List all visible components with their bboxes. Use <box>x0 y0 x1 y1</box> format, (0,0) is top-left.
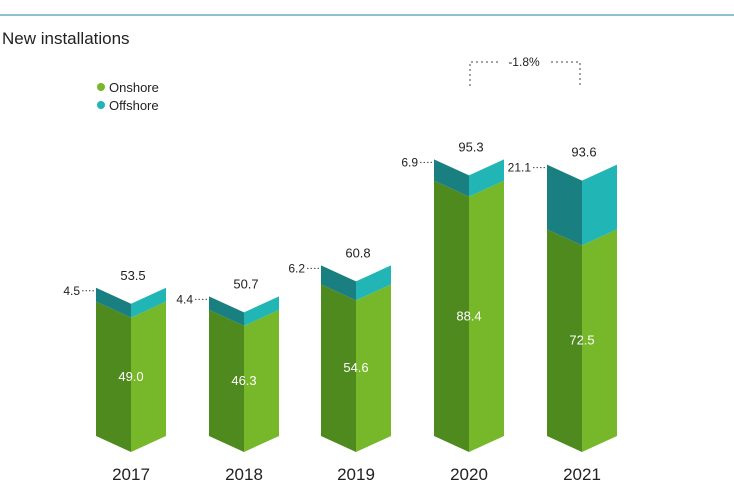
offshore-value-label: 4.5 <box>63 284 80 298</box>
change-bracket <box>469 61 581 86</box>
year-label: 2021 <box>563 465 601 484</box>
legend-onshore-label: Onshore <box>109 80 159 95</box>
onshore-bar-left-face <box>434 180 469 452</box>
offshore-value-label: 6.2 <box>288 261 305 275</box>
offshore-bar-right-face <box>244 296 279 326</box>
total-value-label: 53.5 <box>120 268 145 283</box>
offshore-bar-left-face <box>321 265 356 301</box>
legend-offshore-marker <box>97 101 105 109</box>
total-value-label: 93.6 <box>571 145 596 160</box>
offshore-bar-right-face <box>131 287 166 318</box>
offshore-bar-right-face <box>356 265 391 301</box>
offshore-bar-right-face <box>582 164 617 246</box>
year-label: 2019 <box>337 465 375 484</box>
year-label: 2017 <box>112 465 150 484</box>
onshore-bar-right-face <box>131 301 166 452</box>
change-annotation: -1.8% <box>469 53 581 86</box>
chart-title: New installations <box>2 29 130 48</box>
onshore-bar-right-face <box>582 229 617 452</box>
offshore-bar-left-face <box>547 164 582 246</box>
year-label: 2020 <box>450 465 488 484</box>
onshore-bar-right-face <box>244 309 279 452</box>
onshore-bar-right-face <box>356 284 391 452</box>
year-label: 2018 <box>225 465 263 484</box>
total-value-label: 60.8 <box>345 245 370 260</box>
onshore-value-label: 49.0 <box>118 369 143 384</box>
change-label-bg <box>500 53 548 69</box>
total-value-label: 95.3 <box>458 139 483 154</box>
onshore-bar-left-face <box>321 284 356 452</box>
offshore-value-label: 21.1 <box>508 161 532 175</box>
offshore-bar-left-face <box>434 159 469 197</box>
onshore-bar-right-face <box>469 180 504 452</box>
onshore-bar-left-face <box>96 301 131 452</box>
offshore-value-label: 6.9 <box>401 155 418 169</box>
legend-onshore-marker <box>97 83 105 91</box>
onshore-value-label: 46.3 <box>231 373 256 388</box>
onshore-value-label: 88.4 <box>456 308 481 323</box>
offshore-bar-left-face <box>209 296 244 326</box>
offshore-value-label: 4.4 <box>176 292 193 306</box>
onshore-bar-left-face <box>209 309 244 452</box>
legend: Onshore Offshore <box>97 80 159 113</box>
legend-offshore-label: Offshore <box>109 98 159 113</box>
onshore-bar-left-face <box>547 229 582 452</box>
onshore-value-label: 54.6 <box>343 360 368 375</box>
change-label: -1.8% <box>508 55 540 69</box>
onshore-value-label: 72.5 <box>569 333 594 348</box>
bars-group: 4.5 53.5 49.0 2017 4.4 50.7 46.3 2018 6.2 60.8 54.… <box>63 139 617 484</box>
offshore-bar-left-face <box>96 287 131 318</box>
offshore-bar-right-face <box>469 159 504 197</box>
total-value-label: 50.7 <box>233 276 258 291</box>
